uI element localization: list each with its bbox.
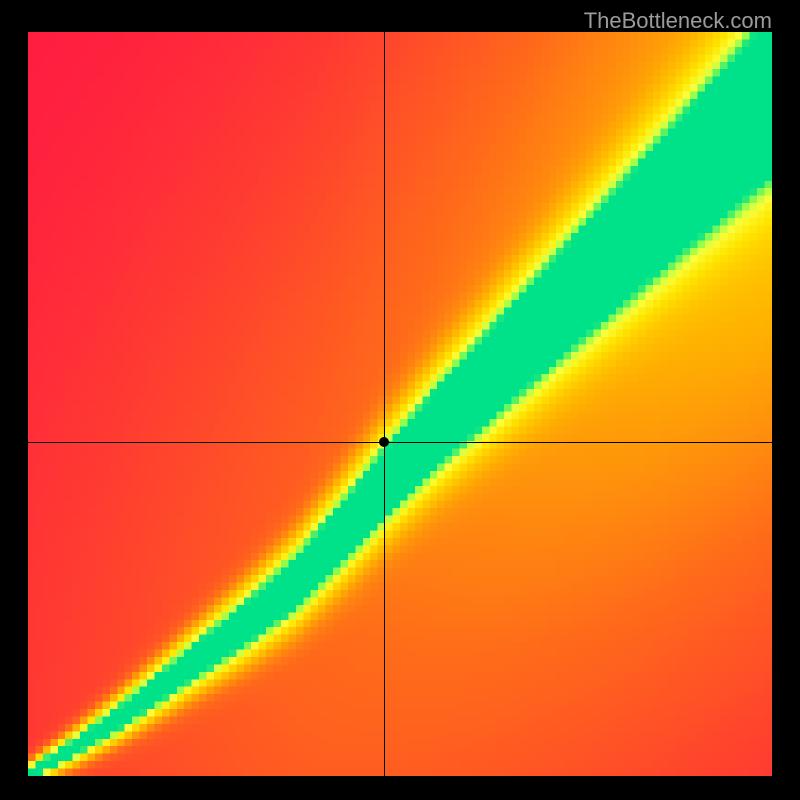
crosshair-vertical	[384, 32, 385, 776]
crosshair-horizontal	[28, 442, 772, 443]
watermark-text: TheBottleneck.com	[584, 8, 772, 34]
heatmap-canvas	[28, 32, 772, 776]
heatmap-plot	[28, 32, 772, 776]
crosshair-marker	[379, 437, 389, 447]
